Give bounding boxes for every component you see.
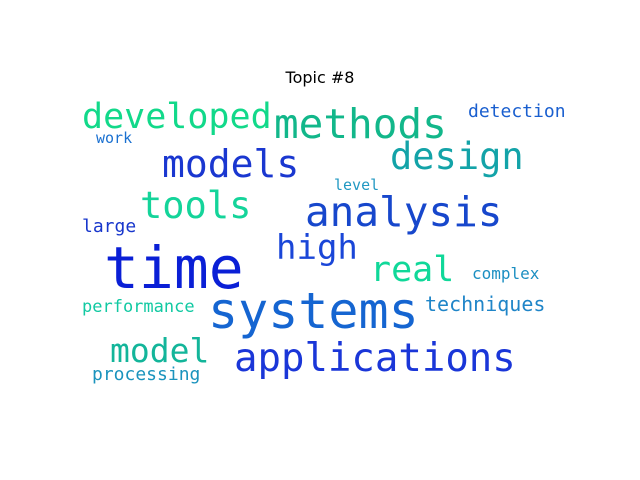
word-performance: performance [82, 297, 195, 317]
word-model: model [110, 331, 209, 370]
word-real: real [370, 250, 454, 290]
chart-title: Topic #8 [285, 68, 355, 87]
word-processing: processing [92, 364, 200, 385]
word-models: models [162, 142, 299, 186]
word-applications: applications [234, 336, 516, 381]
word-methods: methods [274, 100, 447, 148]
word-work: work [96, 129, 132, 147]
word-analysis: analysis [305, 188, 502, 236]
word-detection: detection [468, 101, 566, 122]
word-level: level [334, 176, 379, 194]
word-systems: systems [208, 282, 419, 340]
word-developed: developed [82, 97, 272, 137]
word-tools: tools [140, 184, 251, 227]
word-design: design [390, 135, 524, 178]
word-time: time [104, 234, 244, 302]
word-techniques: techniques [425, 292, 545, 316]
word-complex: complex [472, 264, 540, 283]
word-large: large [82, 216, 136, 237]
word-high: high [276, 228, 358, 268]
